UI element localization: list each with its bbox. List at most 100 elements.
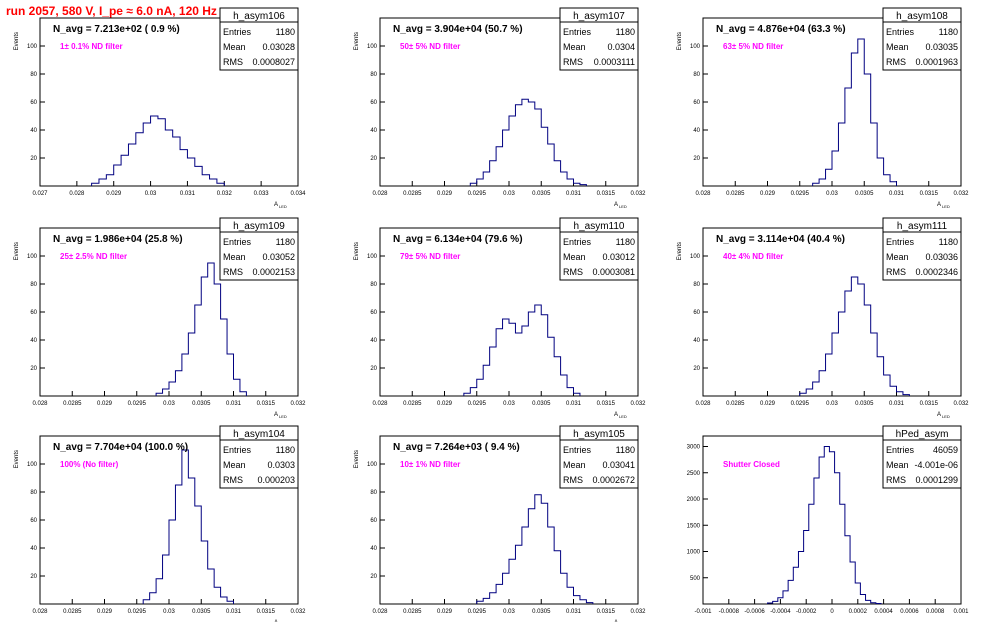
histogram-bin: [180, 150, 187, 186]
x-tick-label: 0.0295: [468, 609, 487, 615]
histogram-panel-hPed_asym: 500 1000 1500 2000 2500 3000 -0.001 -0.0008 -0.0…: [687, 425, 969, 615]
histogram-bin: [561, 375, 567, 396]
stats-value: 0.0002672: [592, 475, 635, 485]
stats-value: 1180: [939, 237, 958, 247]
stats-value: 0.03012: [602, 252, 635, 262]
y-tick-label: 2000: [687, 497, 701, 503]
histogram-bin: [503, 130, 509, 186]
histogram-bin: [202, 175, 209, 186]
histogram-panel-h_asym107: 20 40 60 80 100 0.028 0.0285 0.029 0.0295 0.03 0.0…: [354, 7, 646, 209]
y-tick-label: 20: [370, 574, 377, 580]
stats-value: 0.03052: [262, 252, 295, 262]
y-tick-label: 100: [27, 254, 38, 260]
filter-annotation: 1± 0.1% ND filter: [60, 42, 123, 51]
histogram-bin: [490, 347, 496, 396]
stats-value: 0.03035: [925, 42, 958, 52]
x-tick-label: 0.031: [226, 609, 242, 615]
x-axis-label: ALED: [274, 412, 287, 419]
histogram-bin: [128, 144, 135, 186]
histogram-bin: [163, 389, 169, 396]
histogram-bin: [106, 175, 113, 186]
x-axis-label-main: A: [274, 620, 278, 622]
histogram-bin: [829, 452, 834, 604]
histogram-bin: [496, 147, 502, 186]
histogram-bin: [554, 357, 560, 396]
stats-label: Entries: [886, 237, 915, 247]
x-tick-label: 0.0295: [128, 401, 147, 407]
histogram-bin: [477, 601, 483, 604]
histogram-bin: [92, 183, 99, 186]
histogram-bin: [845, 291, 851, 396]
x-tick-label: 0.0004: [874, 609, 893, 615]
stats-value: 0.0001963: [915, 57, 958, 67]
y-tick-label: 80: [370, 72, 377, 78]
y-tick-label: 100: [367, 462, 378, 468]
x-axis-label-sub: LED: [279, 204, 287, 209]
histogram-panel-h_asym108: 20 40 60 80 100 0.028 0.0285 0.029 0.0295 0.03 0.0…: [677, 7, 969, 209]
y-tick-label: 60: [30, 518, 37, 524]
histogram-bin: [503, 573, 509, 604]
histogram-bin: [151, 116, 158, 186]
histogram-bin: [850, 562, 855, 604]
histogram-bin: [864, 74, 870, 186]
y-tick-label: 20: [370, 156, 377, 162]
histogram-outline: [799, 276, 910, 396]
x-tick-label: 0.028: [695, 401, 711, 407]
y-tick-label: 40: [30, 546, 37, 552]
histogram-outline: [767, 446, 882, 604]
histogram-panel-h_asym105: 20 40 60 80 100 0.028 0.0285 0.029 0.0295 0.03 0.0…: [354, 425, 646, 622]
x-tick-label: 0.029: [437, 401, 453, 407]
histogram-bin: [541, 127, 547, 186]
stats-label: Mean: [223, 460, 246, 470]
histogram-bin: [768, 603, 773, 604]
filter-annotation: 40± 4% ND filter: [723, 252, 783, 261]
histogram-bin: [877, 158, 883, 186]
stats-value: 0.03028: [262, 42, 295, 52]
histogram-bin: [227, 354, 233, 396]
histogram-outline: [91, 115, 225, 186]
histogram-bin: [824, 447, 829, 605]
x-axis-label: ALED: [614, 412, 627, 419]
x-tick-label: 0.0315: [597, 401, 616, 407]
y-tick-label: 80: [30, 282, 37, 288]
x-tick-label: 0.028: [695, 191, 711, 197]
histogram-bin: [586, 603, 592, 604]
stats-value: 0.0304: [607, 42, 635, 52]
histogram-bin: [574, 596, 580, 604]
stats-box: [219, 425, 299, 489]
stats-label: Mean: [886, 252, 909, 262]
x-tick-label: 0.001: [953, 609, 969, 615]
x-tick-label: 0.0295: [791, 191, 810, 197]
histogram-bin: [535, 109, 541, 186]
x-tick-label: 0.0305: [855, 191, 874, 197]
histogram-bin: [548, 144, 554, 186]
stats-box: [882, 7, 962, 71]
histogram-bin: [851, 53, 857, 186]
hist-name: h_asym104: [233, 429, 285, 440]
y-axis-label: Events: [354, 32, 360, 50]
histogram-bin: [210, 179, 217, 186]
x-tick-label: 0.028: [32, 401, 48, 407]
stats-label: RMS: [223, 267, 243, 277]
histogram-bin: [175, 485, 181, 604]
x-tick-label: 0.03: [826, 191, 838, 197]
histogram-bin: [221, 319, 227, 396]
x-tick-label: 0.032: [953, 191, 969, 197]
y-tick-label: 100: [367, 44, 378, 50]
stats-box: [219, 7, 299, 71]
histogram-bin: [165, 130, 172, 186]
histogram-bin: [554, 161, 560, 186]
stats-label: RMS: [563, 57, 583, 67]
x-axis-label: ALED: [937, 202, 950, 209]
histogram-bin: [567, 388, 573, 396]
stats-label: RMS: [223, 57, 243, 67]
histogram-bin: [509, 116, 515, 186]
stats-label: RMS: [886, 475, 906, 485]
x-tick-label: 0.031: [566, 609, 582, 615]
filter-annotation: 50± 5% ND filter: [400, 42, 460, 51]
histogram-bin: [509, 323, 515, 396]
x-tick-label: 0.032: [217, 191, 233, 197]
y-tick-label: 500: [690, 576, 701, 582]
histogram-bin: [188, 333, 194, 396]
